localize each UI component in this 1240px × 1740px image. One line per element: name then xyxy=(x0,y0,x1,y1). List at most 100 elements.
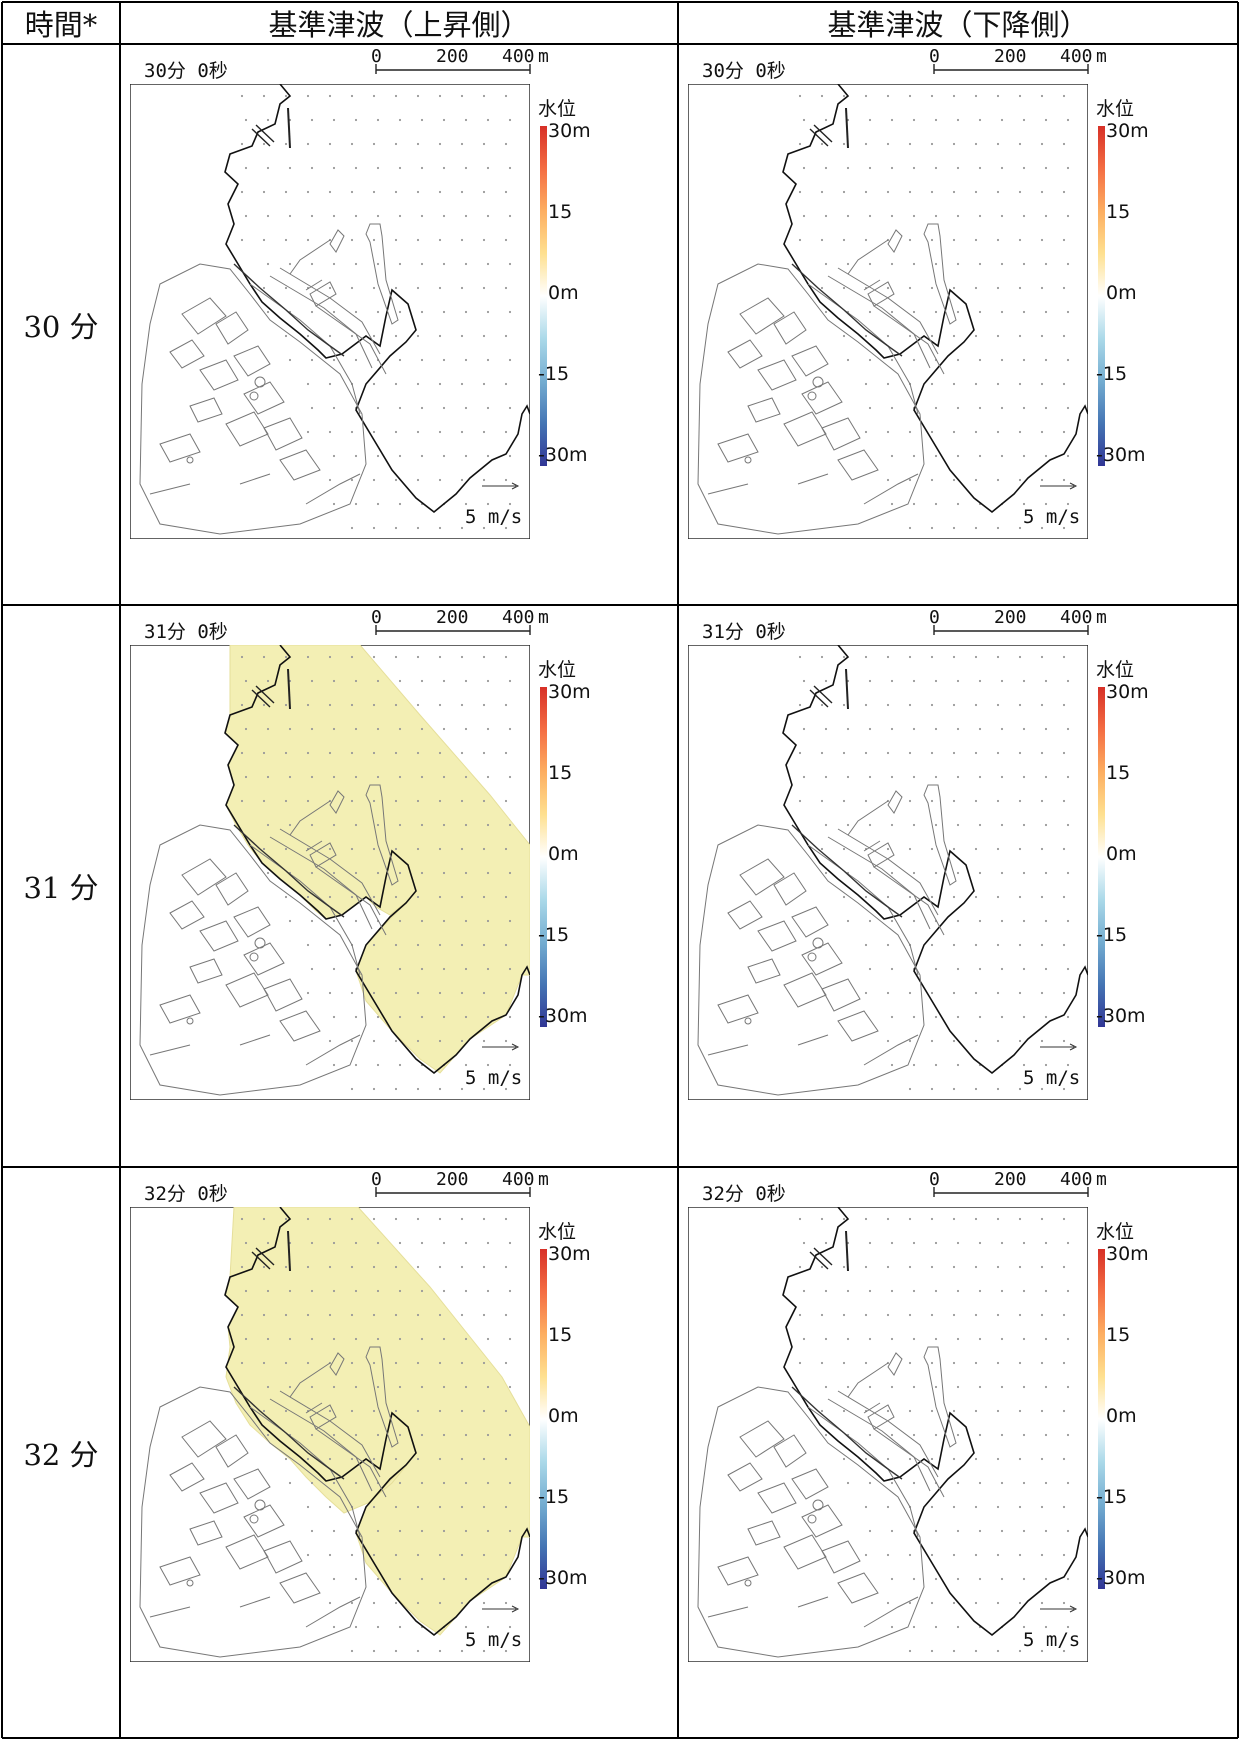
legend-colorbar xyxy=(540,126,547,466)
scale-bar-unit: m xyxy=(1096,46,1107,67)
velocity-reference-arrow xyxy=(1040,1605,1078,1613)
velocity-vector-grid xyxy=(240,94,512,530)
scale-bar-tick-label: 200 xyxy=(436,46,469,67)
plant-facilities xyxy=(139,1352,387,1658)
velocity-reference-label: 5 m/s xyxy=(465,1629,523,1651)
scale-bar: 0 200 400 m xyxy=(929,1169,1107,1197)
map-panel-down: 30分 0秒 0 200 400 m 5 m/s 水位 30m 15 0m -15 -30m xyxy=(678,44,1236,605)
velocity-reference-arrow xyxy=(482,482,520,490)
row-time-label: 32 分 xyxy=(23,1437,99,1472)
legend-colorbar xyxy=(540,687,547,1027)
scale-bar-unit: m xyxy=(1096,607,1107,628)
scale-bar-unit: m xyxy=(538,46,549,67)
velocity-reference-arrow xyxy=(1040,1043,1078,1051)
breakwater xyxy=(365,784,399,886)
legend-title: 水位 xyxy=(1096,659,1135,681)
scale-bar: 0 200 400 m xyxy=(929,607,1107,635)
legend-tick-label: 30m xyxy=(1106,120,1149,142)
north-jetty xyxy=(251,685,275,708)
legend-tick-label: -15 xyxy=(1096,924,1128,946)
scale-bar: 0 200 400 m xyxy=(371,607,549,635)
velocity-reference-label: 5 m/s xyxy=(465,506,523,528)
scale-bar-unit: m xyxy=(538,1169,549,1190)
legend-tick-label: -15 xyxy=(538,1486,570,1508)
scale-bar-tick-label: 200 xyxy=(436,607,469,628)
map-frame xyxy=(688,84,1088,539)
velocity-reference-label: 5 m/s xyxy=(465,1067,523,1089)
velocity-reference-arrow xyxy=(482,1605,520,1613)
water-level-colorbar xyxy=(540,687,547,1027)
velocity-vector-grid xyxy=(798,1217,1070,1653)
legend-tick-label: -30m xyxy=(1096,444,1146,466)
panel-time: 31分 0秒 xyxy=(144,621,228,643)
scale-bar-tick-label: 0 xyxy=(371,607,382,628)
velocity-reference-arrow xyxy=(482,1043,520,1051)
legend-colorbar xyxy=(1098,1249,1105,1589)
breakwater xyxy=(365,223,399,325)
legend-tick-label: -30m xyxy=(538,444,588,466)
map-panel-up: 32分 0秒 0 200 400 m 5 m/s 水位 30m 15 0m -15 -30m xyxy=(120,1167,678,1738)
scale-bar-tick-label: 400 xyxy=(1060,607,1093,628)
scale-bar-unit: m xyxy=(1096,1169,1107,1190)
legend-tick-label: 15 xyxy=(548,1324,573,1346)
legend-tick-label: 15 xyxy=(548,201,573,223)
panel-time: 32分 0秒 xyxy=(144,1183,228,1205)
water-level-colorbar xyxy=(540,126,547,466)
seawall xyxy=(791,1386,903,1480)
legend-title: 水位 xyxy=(1096,1221,1135,1243)
legend-tick-label: -30m xyxy=(1096,1005,1146,1027)
legend-title: 水位 xyxy=(538,1221,577,1243)
velocity-vector-grid xyxy=(240,655,512,1091)
breakwater xyxy=(923,1346,957,1448)
velocity-reference-arrow xyxy=(1040,482,1078,490)
row-time-label: 30 分 xyxy=(23,309,99,344)
scale-bar-tick-label: 200 xyxy=(436,1169,469,1190)
velocity-reference-label: 5 m/s xyxy=(1023,506,1081,528)
panel-time: 30分 0秒 xyxy=(144,60,228,82)
inundation-map xyxy=(130,84,530,539)
scale-bar-tick-label: 400 xyxy=(1060,1169,1093,1190)
legend-tick-label: 15 xyxy=(1106,201,1131,223)
map-frame xyxy=(688,1207,1088,1662)
plant-facilities xyxy=(697,790,945,1096)
inundation-map xyxy=(130,1207,530,1662)
legend-tick-label: 15 xyxy=(1106,762,1131,784)
scale-bar-tick-label: 0 xyxy=(929,46,940,67)
scale-bar-tick-label: 0 xyxy=(929,607,940,628)
legend-tick-label: 0m xyxy=(548,282,579,304)
header-fall: 基準津波（下降側） xyxy=(827,8,1089,42)
scale-bar-tick-label: 0 xyxy=(371,46,382,67)
panel-time: 31分 0秒 xyxy=(702,621,786,643)
legend-tick-label: 30m xyxy=(548,681,591,703)
map-panel-down: 32分 0秒 0 200 400 m 5 m/s 水位 30m 15 0m -15 -30m xyxy=(678,1167,1236,1738)
inundation-map xyxy=(688,1207,1088,1662)
legend-colorbar xyxy=(1098,126,1105,466)
row-time-label: 31 分 xyxy=(23,871,99,905)
panel-time: 30分 0秒 xyxy=(702,60,786,82)
breakwater xyxy=(923,784,957,886)
breakwater xyxy=(365,1346,399,1448)
legend-colorbar xyxy=(1098,687,1105,1027)
scale-bar-tick-label: 400 xyxy=(502,46,535,67)
north-jetty xyxy=(809,685,833,708)
scale-bar: 0 200 400 m xyxy=(371,46,549,74)
scale-bar-unit: m xyxy=(538,607,549,628)
map-panel-up: 30分 0秒 0 200 400 m 5 m/s 水位 30m 15 0m -15 -30m xyxy=(120,44,678,605)
legend-tick-label: 0m xyxy=(548,1405,579,1427)
legend-tick-label: -15 xyxy=(1096,363,1128,385)
water-level-colorbar xyxy=(540,1249,547,1589)
seawall xyxy=(233,1386,345,1480)
seawall xyxy=(233,824,345,918)
header-rise: 基準津波（上昇側） xyxy=(268,8,530,42)
map-panel-up: 31分 0秒 0 200 400 m 5 m/s 水位 30m 15 0m -15 -30m xyxy=(120,605,678,1167)
scale-bar-tick-label: 200 xyxy=(994,46,1027,67)
legend-tick-label: -30m xyxy=(1096,1567,1146,1589)
legend-tick-label: 15 xyxy=(548,762,573,784)
inundation-map xyxy=(688,84,1088,539)
legend-title: 水位 xyxy=(538,659,577,681)
scale-bar: 0 200 400 m xyxy=(929,46,1107,74)
legend-tick-label: -15 xyxy=(1096,1486,1128,1508)
breakwater xyxy=(923,223,957,325)
map-panel-down: 31分 0秒 0 200 400 m 5 m/s 水位 30m 15 0m -15 -30m xyxy=(678,605,1236,1167)
